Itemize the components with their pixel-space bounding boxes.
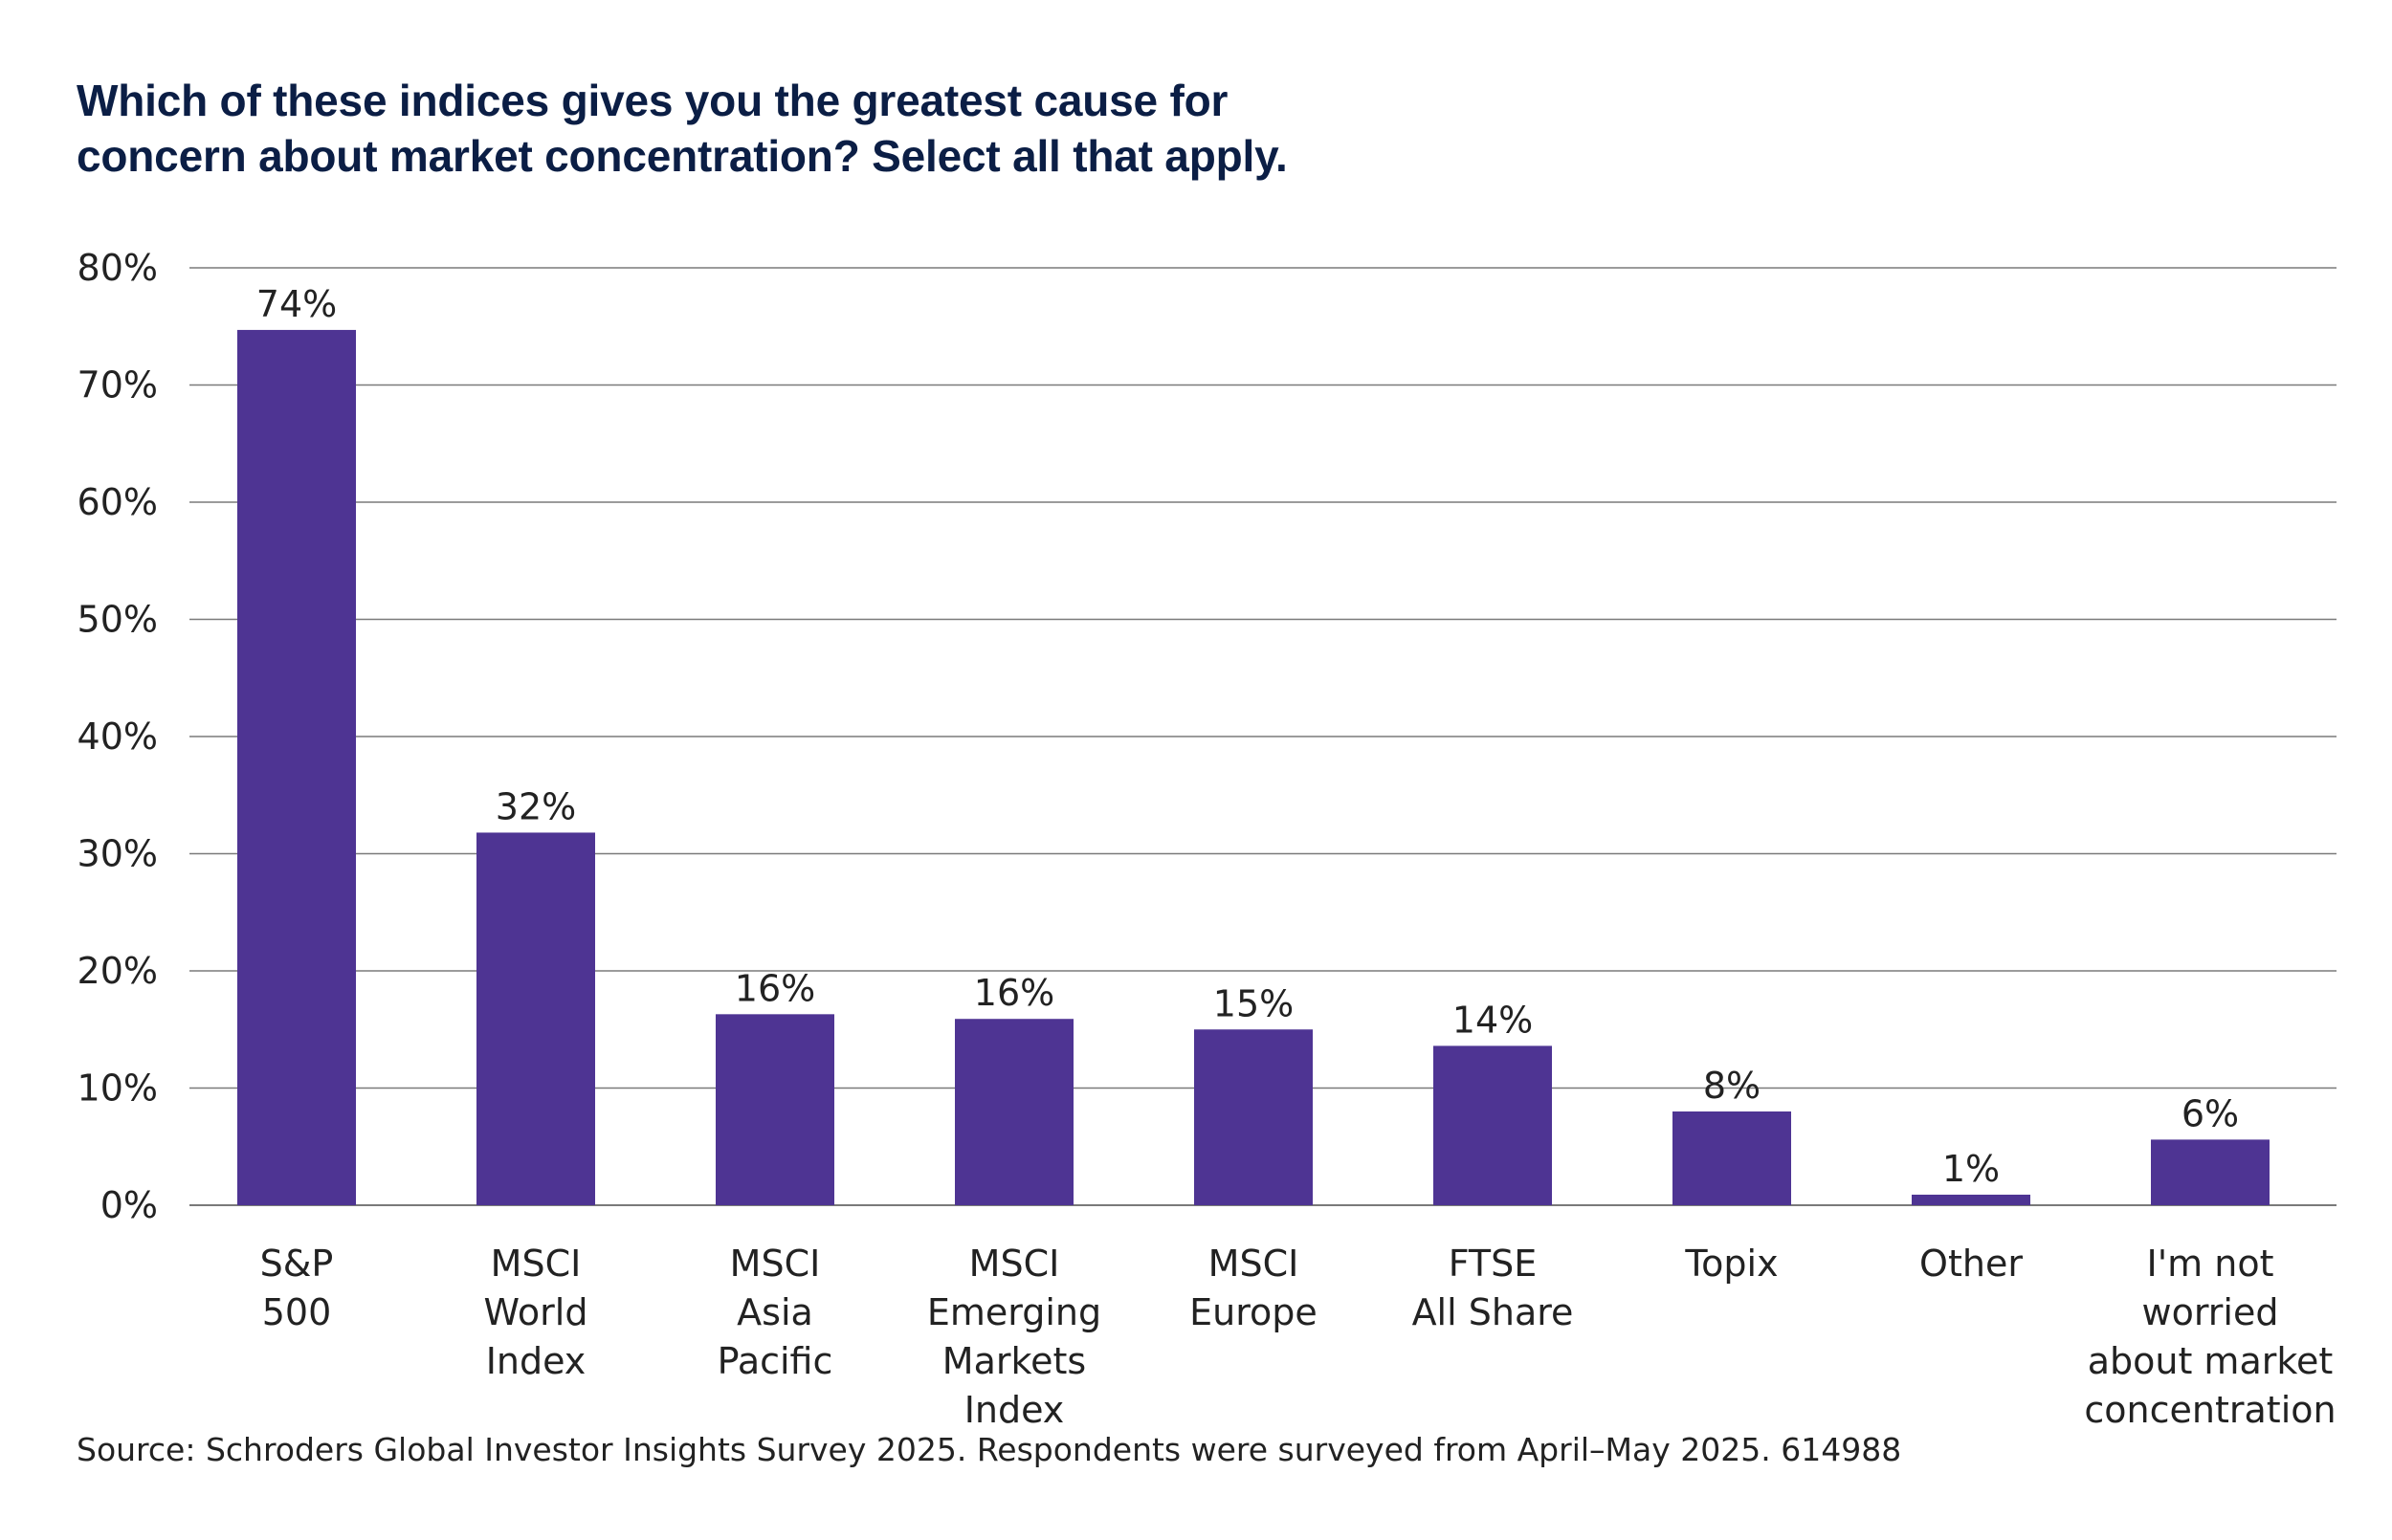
x-tick-label: concentration: [2084, 1389, 2336, 1431]
chart-title-line-1: Which of these indices gives you the gre…: [77, 76, 1229, 125]
x-tick-label: MSCI: [491, 1243, 582, 1285]
x-tick-label: MSCI: [730, 1243, 821, 1285]
y-tick-label: 10%: [78, 1067, 158, 1110]
data-label: 74%: [256, 283, 337, 325]
bar: [237, 329, 356, 1205]
x-tick-label: Emerging: [927, 1291, 1101, 1333]
data-label: 6%: [2182, 1092, 2239, 1134]
bar: [1194, 1029, 1313, 1205]
data-label: 1%: [1942, 1148, 2000, 1190]
data-label: 14%: [1452, 999, 1533, 1041]
y-tick-label: 20%: [78, 950, 158, 992]
chart-title-line-2: concern about market concentration? Sele…: [77, 131, 1288, 181]
x-tick-label: worried: [2142, 1291, 2279, 1333]
y-tick-label: 40%: [78, 715, 158, 758]
y-tick-label: 60%: [78, 481, 158, 523]
bar: [476, 832, 595, 1205]
x-tick-label: 500: [262, 1291, 332, 1333]
y-tick-label: 0%: [100, 1184, 158, 1226]
bar: [1672, 1111, 1791, 1205]
data-label: 32%: [496, 785, 576, 827]
bar: [1433, 1045, 1552, 1205]
data-label: 8%: [1703, 1065, 1761, 1107]
y-tick-label: 30%: [78, 833, 158, 875]
x-tick-label: S&P: [260, 1243, 334, 1285]
x-tick-label: Index: [964, 1389, 1065, 1431]
x-tick-label: Pacific: [718, 1340, 833, 1382]
bar: [716, 1014, 834, 1205]
x-tick-label: Markets: [942, 1340, 1086, 1382]
data-label: 15%: [1213, 982, 1294, 1024]
x-tick-label: Asia: [737, 1291, 813, 1333]
source-note: Source: Schroders Global Investor Insigh…: [77, 1431, 1902, 1468]
x-tick-label: Europe: [1189, 1291, 1318, 1333]
x-tick-label: World: [484, 1291, 588, 1333]
x-tick-label: FTSE: [1449, 1243, 1538, 1285]
x-tick-label: Index: [486, 1340, 587, 1382]
y-tick-label: 80%: [78, 247, 158, 289]
x-tick-label: All Share: [1412, 1291, 1574, 1333]
x-tick-label: Topix: [1684, 1243, 1778, 1285]
bar: [1912, 1194, 2030, 1205]
x-tick-label: MSCI: [969, 1243, 1060, 1285]
x-tick-label: MSCI: [1208, 1243, 1299, 1285]
x-tick-label: about market: [2088, 1340, 2334, 1382]
data-label: 16%: [735, 967, 815, 1009]
y-tick-label: 70%: [78, 364, 158, 407]
bar: [955, 1019, 1074, 1205]
data-label: 16%: [974, 972, 1054, 1014]
bar: [2151, 1139, 2270, 1205]
x-tick-label: I'm not: [2147, 1243, 2274, 1285]
y-tick-label: 50%: [78, 599, 158, 641]
x-tick-label: Other: [1919, 1243, 2023, 1285]
